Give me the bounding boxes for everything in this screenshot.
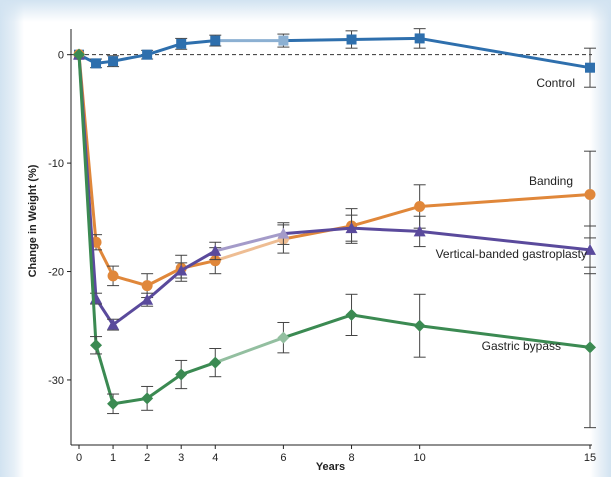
series-line-segment (418, 36, 592, 70)
series-line-segment (179, 361, 217, 377)
series-label-gastric-bypass: Gastric bypass (482, 339, 561, 353)
series-line-segment (94, 240, 115, 278)
data-point-diamond (73, 48, 85, 61)
data-point-triangle (413, 225, 426, 237)
data-point-square (346, 34, 357, 45)
data-point-diamond (584, 341, 596, 354)
series-line-segment (213, 336, 285, 365)
series-label-banding: Banding (529, 174, 573, 188)
data-point-triangle (175, 264, 188, 276)
data-point-square (585, 62, 595, 73)
data-point-diamond (413, 319, 426, 332)
series-line-segment (281, 226, 354, 236)
data-point-square (91, 58, 102, 69)
y-tick-label: 0 (58, 50, 64, 62)
series-line-segment (418, 193, 592, 208)
series-line-segment (77, 53, 98, 347)
series-line-segment (111, 53, 149, 63)
x-tick-label: 6 (280, 452, 286, 464)
data-point-circle (141, 280, 153, 292)
data-point-triangle (277, 227, 290, 239)
data-point-circle (107, 270, 119, 282)
series-line-segment (350, 204, 422, 228)
series-line-segment (281, 313, 354, 340)
top-gradient-band (0, 0, 611, 22)
series-gastric-bypass (73, 48, 596, 429)
series-line-segment (111, 396, 149, 406)
data-point-circle (209, 255, 221, 267)
series-line-segment (213, 232, 285, 253)
series-line-segment (145, 373, 183, 400)
y-tick-label: -20 (48, 267, 64, 279)
series-line-segment (179, 39, 217, 46)
y-axis-title: Change in Weight (%) (27, 164, 39, 277)
data-point-triangle (584, 243, 596, 255)
y-tick-label: -30 (48, 375, 64, 387)
series-line-segment (350, 36, 422, 42)
data-point-square (176, 38, 187, 49)
x-tick-label: 8 (348, 452, 354, 464)
x-tick-label: 15 (584, 452, 596, 464)
series-label-vertical-banded-gastroplasty: Vertical-banded gastroplasty (436, 247, 587, 261)
series-line-segment (145, 266, 183, 288)
data-point-diamond (209, 356, 222, 369)
series-line-segment (213, 237, 285, 263)
axis-ticks: 0 -10 -20 -30 0 1 2 3 4 6 8 10 15 (48, 50, 596, 464)
series-line-segment (111, 298, 149, 327)
data-point-circle (414, 200, 426, 212)
series-line-segment (350, 313, 422, 328)
axes (70, 29, 592, 446)
series-control (74, 28, 596, 88)
data-point-circle (584, 189, 596, 201)
series-line-segment (418, 229, 592, 252)
x-tick-label: 3 (178, 452, 184, 464)
data-point-square (142, 49, 153, 60)
series-line-segment (350, 226, 422, 233)
x-tick-label: 4 (212, 452, 218, 464)
data-point-square (108, 56, 119, 67)
data-point-diamond (345, 308, 358, 321)
x-tick-label: 1 (110, 452, 116, 464)
x-tick-label: 10 (414, 452, 426, 464)
series-line-segment (179, 249, 217, 272)
data-point-triangle (141, 293, 154, 305)
series-line-segment (281, 38, 354, 43)
data-point-diamond (175, 368, 188, 381)
x-tick-label: 0 (76, 452, 82, 464)
data-point-square (278, 35, 289, 46)
series-line-segment (145, 42, 183, 57)
data-point-diamond (107, 397, 120, 410)
data-point-triangle (209, 244, 222, 256)
data-point-triangle (107, 318, 120, 330)
series-layer (73, 28, 596, 429)
series-label-control: Control (536, 76, 575, 90)
x-tick-label: 2 (144, 452, 150, 464)
data-point-triangle (345, 222, 358, 234)
series-line-segment (418, 324, 592, 349)
data-point-square (414, 33, 425, 44)
data-point-square (210, 35, 221, 46)
data-point-diamond (141, 392, 154, 405)
data-point-diamond (277, 331, 290, 344)
x-axis-title: Years (316, 461, 345, 473)
series-line-segment (111, 274, 149, 288)
series-labels: Control Banding Vertical-banded gastroplas… (436, 76, 587, 353)
y-tick-label: -10 (48, 158, 64, 170)
data-point-diamond (90, 339, 103, 352)
